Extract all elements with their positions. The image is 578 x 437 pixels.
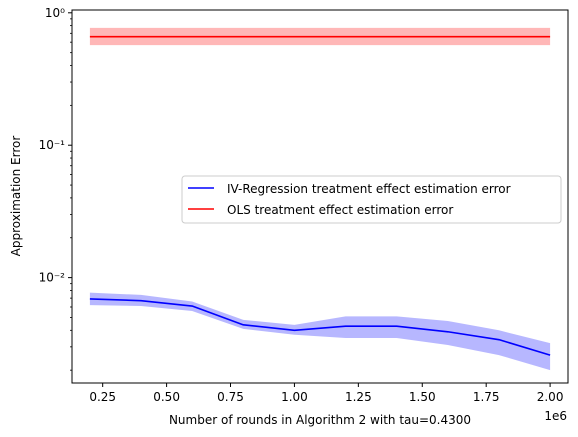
x-tick-label: 2.00 — [537, 390, 564, 404]
y-axis-label: Approximation Error — [9, 136, 23, 257]
legend-label-iv: IV-Regression treatment effect estimatio… — [227, 182, 511, 196]
x-tick-label: 1.50 — [409, 390, 436, 404]
y-tick-label: 10⁻¹ — [39, 138, 66, 152]
x-axis-label: Number of rounds in Algorithm 2 with tau… — [169, 413, 471, 427]
legend-label-ols: OLS treatment effect estimation error — [227, 203, 453, 217]
y-tick-label: 10⁻² — [39, 271, 66, 285]
series-line-0 — [89, 298, 551, 356]
x-tick-label: 0.50 — [153, 390, 180, 404]
plot-frame — [71, 9, 569, 384]
x-tick-label: 1.25 — [345, 390, 372, 404]
error-band-0 — [89, 292, 551, 371]
x-offset-label: 1e6 — [544, 409, 567, 423]
x-tick-label: 1.00 — [281, 390, 308, 404]
x-tick-label: 1.75 — [473, 390, 500, 404]
legend: IV-Regression treatment effect estimatio… — [181, 175, 562, 224]
y-tick-label: 10⁰ — [45, 6, 65, 20]
x-tick-label: 0.25 — [89, 390, 116, 404]
x-tick-label: 0.75 — [217, 390, 244, 404]
legend-frame — [181, 175, 562, 224]
